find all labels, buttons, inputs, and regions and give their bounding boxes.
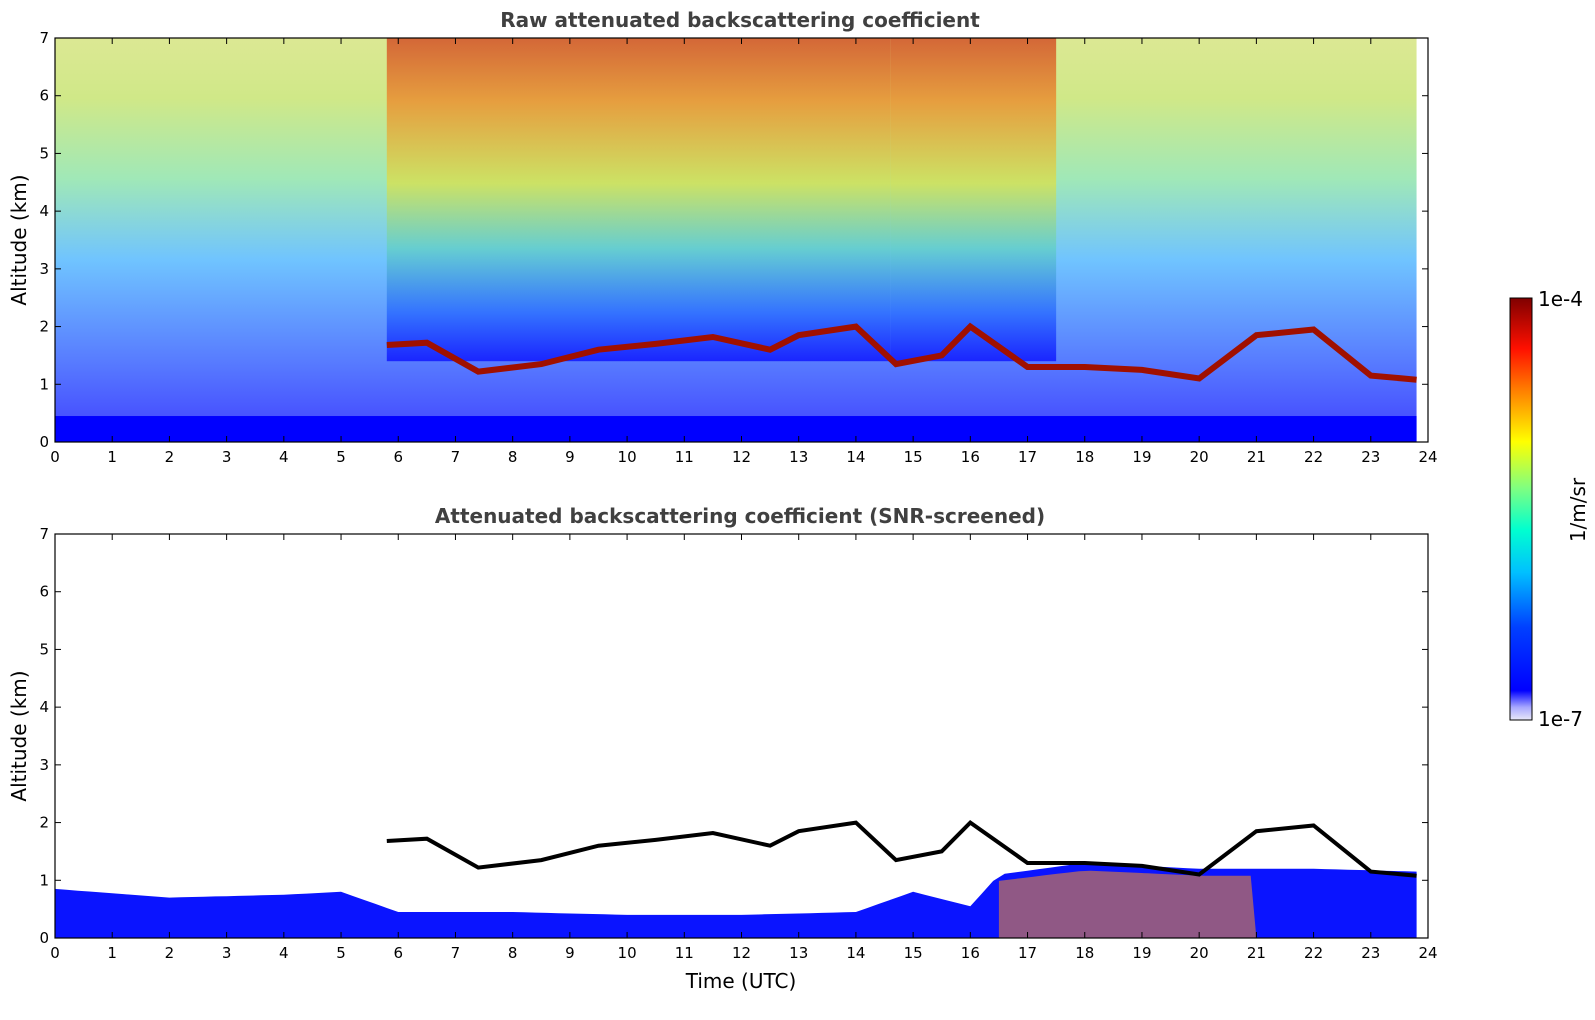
x-tick-label: 17 xyxy=(1018,944,1037,962)
x-tick-label: 13 xyxy=(789,944,808,962)
x-tick-label: 10 xyxy=(618,448,637,466)
x-tick-label: 21 xyxy=(1247,448,1266,466)
x-tick-label: 23 xyxy=(1361,448,1380,466)
panel-screened-plot-area xyxy=(55,819,1417,938)
cloud-layer xyxy=(386,322,1417,383)
high-noise-period xyxy=(890,38,1057,362)
y-tick-label: 3 xyxy=(39,260,49,278)
x-tick-label: 10 xyxy=(618,944,637,962)
x-tick-label: 19 xyxy=(1132,944,1151,962)
y-tick-label: 0 xyxy=(39,929,49,947)
colorbar: 1e-4 1e-7 1/m/sr xyxy=(1509,287,1590,731)
y-tick-label: 2 xyxy=(39,318,49,336)
x-tick-label: 0 xyxy=(50,448,60,466)
x-tick-label: 19 xyxy=(1132,448,1151,466)
x-tick-label: 7 xyxy=(451,944,461,962)
x-tick-label: 3 xyxy=(222,944,232,962)
cloud-layer xyxy=(386,819,1417,878)
x-tick-label: 23 xyxy=(1361,944,1380,962)
y-tick-label: 6 xyxy=(39,87,49,105)
x-tick-label: 24 xyxy=(1418,448,1437,466)
x-tick-label: 24 xyxy=(1418,944,1437,962)
aerosol-region xyxy=(998,870,1257,938)
x-tick-label: 15 xyxy=(904,944,923,962)
colorbar-max-label: 1e-4 xyxy=(1538,287,1583,311)
x-tick-label: 21 xyxy=(1247,944,1266,962)
colorbar-scale xyxy=(1509,297,1533,721)
x-tick-label: 1 xyxy=(107,944,117,962)
x-tick-label: 2 xyxy=(165,944,175,962)
panel-screened-xlabel: Time (UTC) xyxy=(685,969,797,993)
y-tick-label: 6 xyxy=(39,583,49,601)
panel-screened-title: Attenuated backscattering coefficient (S… xyxy=(435,504,1045,528)
x-tick-label: 18 xyxy=(1075,448,1094,466)
y-tick-label: 0 xyxy=(39,433,49,451)
panel-screened-ylabel: Altitude (km) xyxy=(7,670,31,801)
x-tick-label: 8 xyxy=(508,944,518,962)
y-tick-label: 7 xyxy=(39,29,49,47)
x-tick-label: 4 xyxy=(279,944,289,962)
x-tick-label: 12 xyxy=(732,448,751,466)
x-tick-label: 11 xyxy=(675,448,694,466)
x-tick-label: 2 xyxy=(165,448,175,466)
panel-screened-ticks: 0 1 2 3 4 5 6 7 8 9 10 11 12 13 14 15 16 17 18 19 20 21 22 23 24… xyxy=(39,525,1437,962)
panel-screened: Attenuated backscattering coefficient (S… xyxy=(7,504,1438,993)
high-noise-period xyxy=(386,38,891,362)
x-tick-label: 5 xyxy=(336,944,346,962)
x-tick-label: 14 xyxy=(846,448,865,466)
y-tick-label: 1 xyxy=(39,871,49,889)
x-tick-label: 16 xyxy=(961,448,980,466)
colorbar-unit-label: 1/m/sr xyxy=(1566,477,1590,542)
y-tick-label: 3 xyxy=(39,756,49,774)
x-tick-label: 22 xyxy=(1304,944,1323,962)
x-tick-label: 7 xyxy=(451,448,461,466)
surface-layer xyxy=(55,416,1417,442)
x-tick-label: 9 xyxy=(565,944,575,962)
y-tick-label: 2 xyxy=(39,814,49,832)
panel-raw: Raw attenuated backscattering coefficien… xyxy=(7,8,1438,466)
x-tick-label: 11 xyxy=(675,944,694,962)
x-tick-label: 9 xyxy=(565,448,575,466)
panel-raw-plot-area xyxy=(55,38,1417,442)
x-tick-label: 6 xyxy=(393,448,403,466)
panel-raw-ticks: 0 1 2 3 4 5 6 7 8 9 10 11 12 13 14 15 16 17 18 19 20 21 22 23 24… xyxy=(39,29,1437,466)
x-tick-label: 15 xyxy=(904,448,923,466)
y-tick-label: 1 xyxy=(39,375,49,393)
x-tick-label: 20 xyxy=(1190,944,1209,962)
x-tick-label: 22 xyxy=(1304,448,1323,466)
x-tick-label: 4 xyxy=(279,448,289,466)
x-tick-label: 5 xyxy=(336,448,346,466)
x-tick-label: 6 xyxy=(393,944,403,962)
x-tick-label: 17 xyxy=(1018,448,1037,466)
panel-raw-ylabel: Altitude (km) xyxy=(7,174,31,305)
panel-raw-title: Raw attenuated backscattering coefficien… xyxy=(500,8,980,32)
x-tick-label: 1 xyxy=(107,448,117,466)
x-tick-label: 20 xyxy=(1190,448,1209,466)
x-tick-label: 8 xyxy=(508,448,518,466)
y-tick-label: 7 xyxy=(39,525,49,543)
x-tick-label: 12 xyxy=(732,944,751,962)
x-tick-label: 0 xyxy=(50,944,60,962)
x-tick-label: 14 xyxy=(846,944,865,962)
y-tick-label: 4 xyxy=(39,202,49,220)
x-tick-label: 16 xyxy=(961,944,980,962)
x-tick-label: 13 xyxy=(789,448,808,466)
y-tick-label: 5 xyxy=(39,144,49,162)
colorbar-min-label: 1e-7 xyxy=(1538,707,1583,731)
x-tick-label: 18 xyxy=(1075,944,1094,962)
y-tick-label: 4 xyxy=(39,698,49,716)
x-tick-label: 3 xyxy=(222,448,232,466)
y-tick-label: 5 xyxy=(39,640,49,658)
